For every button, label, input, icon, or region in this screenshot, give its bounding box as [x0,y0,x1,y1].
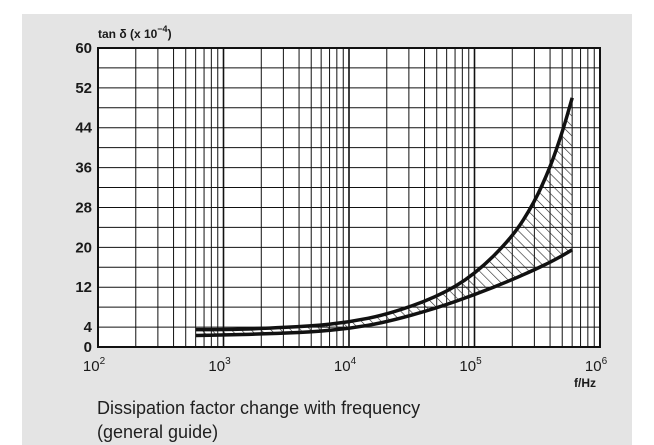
y-tick-label: 36 [75,160,92,177]
y-tick-label: 60 [75,40,92,57]
y-tick-label: 0 [84,339,92,356]
y-tick-label: 52 [75,80,92,97]
y-axis-label-main: tan δ (x 10 [98,27,158,41]
y-tick-label: 20 [75,239,92,256]
y-tick-label: 12 [75,279,92,296]
x-tick-label: 106 [585,356,608,375]
chart-title: Dissipation factor change with frequency [97,397,617,419]
y-axis-label-close: ) [168,27,172,41]
y-tick-labels: 0 4 12 20 28 36 44 52 60 [75,40,92,356]
y-tick-label: 4 [84,319,93,336]
x-tick-label: 103 [208,356,231,375]
y-tick-label: 28 [75,199,92,216]
x-tick-label: 105 [459,356,482,375]
x-axis-label: f/Hz [574,376,596,390]
y-tick-label: 44 [75,120,92,137]
y-axis-label-exp: −4 [157,24,167,34]
y-axis-label: tan δ (x 10−4) [98,24,172,41]
chart-subtitle: (general guide) [97,421,617,443]
x-tick-labels: 102 103 104 105 106 [83,356,608,375]
x-tick-label: 104 [334,356,357,375]
x-tick-label: 102 [83,356,106,375]
